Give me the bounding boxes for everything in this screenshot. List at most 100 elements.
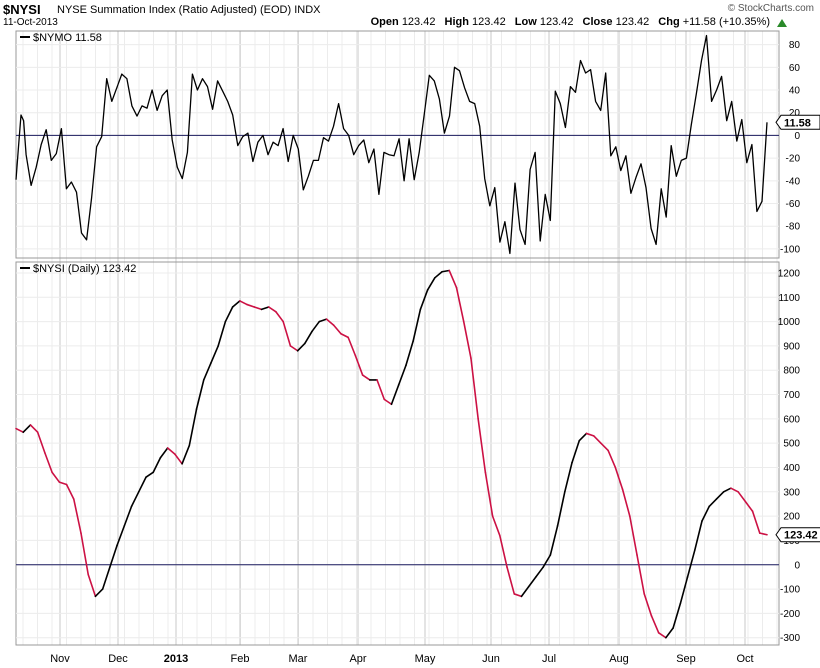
series-segment: [462, 320, 472, 359]
last-value-text: 11.58: [784, 117, 811, 129]
series-segment: [58, 481, 68, 486]
series-segment: [470, 357, 479, 420]
series-segment: [123, 505, 133, 527]
series-segment: [376, 379, 386, 401]
series-segment: [426, 277, 436, 291]
nymo-panel: -100 -80 -60 -40 -20 0 20 40 60 80 $NYMO 11.58 11.5…: [15, 30, 820, 259]
y-tick-label: 700: [783, 390, 800, 401]
series-segment: [36, 431, 46, 454]
series-segment: [347, 336, 357, 357]
series-segment: [564, 461, 573, 493]
series-segment: [730, 487, 739, 493]
series-segment: [448, 269, 458, 289]
series-segment: [397, 364, 407, 386]
series-segment: [657, 632, 667, 639]
high-label: High: [444, 16, 469, 28]
x-tick-label: Jul: [542, 653, 556, 665]
series-segment: [542, 554, 552, 568]
series-segment: [311, 320, 321, 333]
low-value: 123.42: [539, 16, 574, 28]
series-segment: [383, 398, 393, 406]
last-value-tag: 11.58: [775, 114, 820, 130]
date: 11-Oct-2013: [3, 17, 58, 28]
x-tick-label: May: [415, 653, 436, 665]
series-segment: [506, 566, 516, 595]
y-tick-label: 1000: [778, 317, 801, 328]
series-segment: [693, 520, 703, 551]
series-segment: [491, 515, 501, 537]
series-segment: [672, 602, 682, 629]
series-segment: [513, 593, 523, 598]
series-segment: [15, 427, 25, 434]
y-tick-label: 1200: [778, 268, 801, 279]
description: NYSE Summation Index (Ratio Adjusted) (E…: [57, 4, 321, 16]
series-segment: [101, 566, 111, 590]
y-tick-label: 0: [794, 131, 800, 142]
series-segment: [267, 306, 277, 313]
series-segment: [361, 374, 371, 381]
series-segment: [296, 342, 306, 352]
series-segment: [549, 525, 559, 556]
x-tick-label: Mar: [289, 653, 308, 665]
series-segment: [679, 576, 689, 605]
panel-frame: [15, 261, 780, 646]
exchange: INDX: [294, 4, 321, 16]
series-segment: [137, 476, 147, 493]
series-segment: [751, 510, 761, 534]
series-segment: [758, 532, 768, 536]
last-value-text: 123.42: [784, 530, 818, 542]
series-line: [15, 34, 768, 255]
nysi-panel: -300-200-1000100200300400500600700800900…: [15, 261, 820, 646]
high-value: 123.42: [472, 16, 506, 28]
series-segment: [181, 444, 191, 465]
series-segment: [174, 453, 183, 465]
series-segment: [289, 345, 299, 352]
y-tick-label: 900: [783, 341, 800, 352]
series-segment: [556, 490, 566, 527]
series-segment: [600, 442, 609, 452]
y-tick-label: 500: [783, 439, 800, 450]
series-segment: [578, 432, 588, 442]
x-tick-label: Jun: [482, 653, 500, 665]
low-label: Low: [514, 16, 537, 28]
series-segment: [195, 379, 205, 410]
y-tick-label: -100: [780, 244, 800, 255]
series-segment: [455, 286, 465, 323]
series-segment: [253, 306, 263, 311]
x-tick-label: Aug: [609, 653, 629, 665]
series-segment: [80, 532, 90, 576]
y-tick-label: -40: [786, 176, 801, 187]
series-segment: [665, 627, 674, 639]
close-value: 123.42: [615, 16, 650, 28]
series-segment: [715, 490, 725, 500]
y-tick-label: 400: [783, 463, 800, 474]
y-tick-label: 0: [794, 560, 800, 571]
series-segment: [621, 488, 631, 517]
series-segment: [650, 615, 660, 634]
series-segment: [22, 424, 32, 434]
open-label: Open: [370, 16, 399, 28]
y-tick-label: 1100: [778, 293, 800, 304]
y-tick-label: -60: [786, 199, 801, 210]
y-tick-label: -300: [780, 633, 800, 644]
series-segment: [585, 432, 595, 437]
last-value-box: [775, 114, 820, 130]
chart-header: $NYSI NYSE Summation Index (Ratio Adjust…: [0, 0, 820, 30]
series-segment: [412, 308, 422, 342]
series-segment: [130, 490, 140, 508]
y-tick-label: -200: [780, 609, 800, 620]
series-segment: [527, 576, 537, 588]
x-tick-label: Dec: [108, 653, 128, 665]
series-segment: [405, 340, 414, 367]
brand: © StockCharts.com: [727, 3, 814, 14]
x-tick-label: 2013: [164, 653, 188, 665]
series-segment: [246, 303, 256, 308]
chg-value: +11.58 (+10.35%): [682, 16, 770, 28]
series-segment: [520, 585, 530, 598]
y-tick-label: 300: [783, 487, 800, 498]
series-segment: [737, 490, 747, 503]
x-axis: Nov Dec 2013 Feb Mar Apr May Jun Jul Aug Sep Oct: [50, 653, 753, 665]
series-segment: [340, 332, 349, 339]
series-segment: [275, 311, 284, 323]
